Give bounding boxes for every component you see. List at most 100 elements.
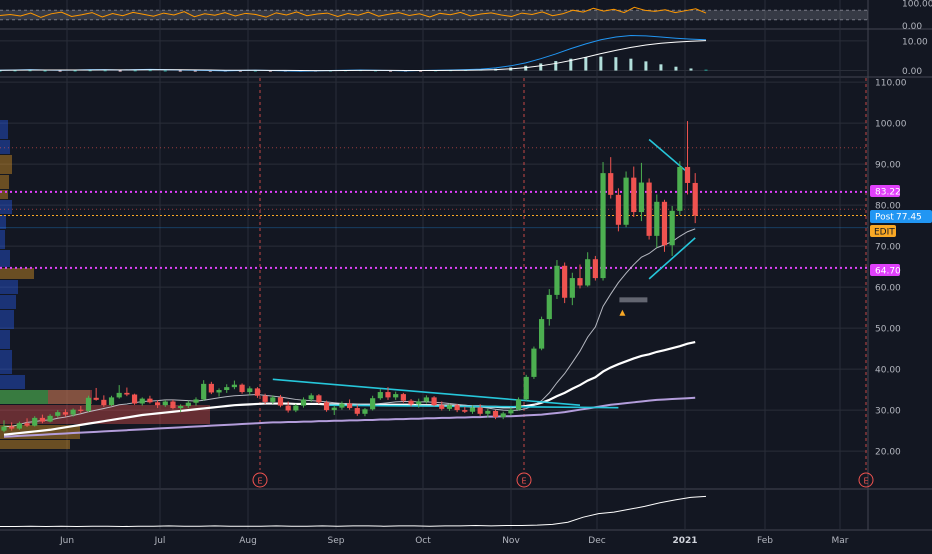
candle[interactable]	[500, 413, 506, 418]
candle[interactable]	[339, 403, 345, 408]
candle[interactable]	[400, 394, 406, 401]
candle[interactable]	[677, 166, 683, 211]
candle[interactable]	[331, 407, 337, 411]
candle[interactable]	[170, 401, 176, 409]
trendline[interactable]	[648, 237, 696, 280]
candle[interactable]	[16, 423, 22, 429]
candle[interactable]	[669, 210, 675, 246]
candle[interactable]	[446, 405, 453, 409]
candle[interactable]	[1, 426, 7, 431]
candle[interactable]	[277, 397, 284, 406]
candle[interactable]	[638, 182, 645, 213]
candle[interactable]	[600, 173, 606, 279]
candle[interactable]	[492, 410, 499, 418]
candle[interactable]	[216, 390, 222, 393]
candle[interactable]	[116, 392, 122, 398]
candle[interactable]	[393, 394, 399, 398]
candle[interactable]	[323, 402, 330, 411]
candle[interactable]	[523, 376, 529, 400]
edit-button[interactable]: EDIT	[870, 225, 896, 238]
earnings-marker[interactable]	[858, 472, 874, 488]
candle[interactable]	[308, 395, 314, 400]
candle[interactable]	[577, 278, 583, 286]
candle[interactable]	[139, 398, 145, 404]
candle[interactable]	[554, 265, 560, 295]
candle[interactable]	[193, 399, 199, 403]
candle[interactable]	[239, 384, 245, 393]
candle[interactable]	[101, 399, 107, 406]
candle[interactable]	[39, 417, 45, 422]
candle[interactable]	[147, 398, 153, 403]
candle[interactable]	[661, 201, 668, 246]
candle[interactable]	[539, 319, 545, 349]
candle[interactable]	[585, 259, 591, 286]
candle[interactable]	[623, 177, 629, 225]
candle[interactable]	[608, 173, 614, 195]
candle[interactable]	[270, 397, 276, 402]
candle[interactable]	[70, 409, 76, 415]
candle[interactable]	[654, 201, 660, 236]
earnings-marker[interactable]	[516, 472, 532, 488]
candle[interactable]	[469, 407, 476, 412]
candle[interactable]	[646, 182, 652, 236]
candle[interactable]	[569, 278, 575, 298]
candle[interactable]	[546, 294, 552, 320]
candle[interactable]	[515, 399, 522, 410]
candle[interactable]	[385, 392, 391, 398]
candle[interactable]	[185, 402, 191, 406]
candle[interactable]	[531, 348, 537, 377]
candle[interactable]	[93, 397, 99, 400]
candle[interactable]	[347, 403, 353, 409]
candle[interactable]	[78, 409, 84, 411]
earnings-marker[interactable]	[252, 472, 268, 488]
candle[interactable]	[316, 395, 322, 403]
trendline[interactable]	[272, 378, 581, 406]
candle[interactable]	[293, 405, 299, 411]
candle[interactable]	[224, 387, 230, 391]
candle[interactable]	[431, 397, 437, 406]
candle[interactable]	[262, 395, 268, 402]
candle[interactable]	[684, 166, 691, 183]
candle[interactable]	[124, 392, 130, 395]
candle[interactable]	[508, 409, 514, 414]
candle[interactable]	[354, 408, 360, 414]
candle[interactable]	[423, 397, 429, 402]
candle[interactable]	[362, 409, 368, 414]
candle[interactable]	[24, 423, 30, 426]
candle[interactable]	[178, 406, 184, 409]
last-price-tag[interactable]: Post 77.45	[870, 210, 932, 223]
candle[interactable]	[439, 405, 445, 409]
candle[interactable]	[477, 407, 483, 414]
candle[interactable]	[462, 410, 468, 412]
candle[interactable]	[408, 400, 414, 405]
candle[interactable]	[692, 182, 698, 216]
candle[interactable]	[416, 401, 422, 405]
candle[interactable]	[9, 426, 15, 429]
candle[interactable]	[108, 397, 115, 406]
candle[interactable]	[254, 388, 261, 396]
candle[interactable]	[631, 177, 637, 213]
candle[interactable]	[562, 265, 568, 298]
candle[interactable]	[454, 405, 460, 411]
candle[interactable]	[377, 392, 383, 399]
candle[interactable]	[300, 399, 307, 406]
candle[interactable]	[55, 412, 61, 416]
candle[interactable]	[162, 401, 168, 406]
candle[interactable]	[592, 259, 598, 279]
candle[interactable]	[32, 417, 38, 426]
annotation-box[interactable]	[619, 297, 648, 303]
candle[interactable]	[285, 405, 291, 411]
alert-marker[interactable]	[619, 309, 626, 316]
candle[interactable]	[208, 383, 214, 393]
candle[interactable]	[155, 402, 161, 406]
candle[interactable]	[231, 384, 237, 388]
candle[interactable]	[47, 415, 53, 422]
candle[interactable]	[131, 394, 138, 404]
candle[interactable]	[62, 412, 69, 415]
trendline[interactable]	[648, 138, 689, 173]
candle[interactable]	[85, 397, 92, 411]
candle[interactable]	[247, 388, 253, 393]
candle[interactable]	[615, 194, 621, 225]
candle[interactable]	[485, 410, 491, 414]
